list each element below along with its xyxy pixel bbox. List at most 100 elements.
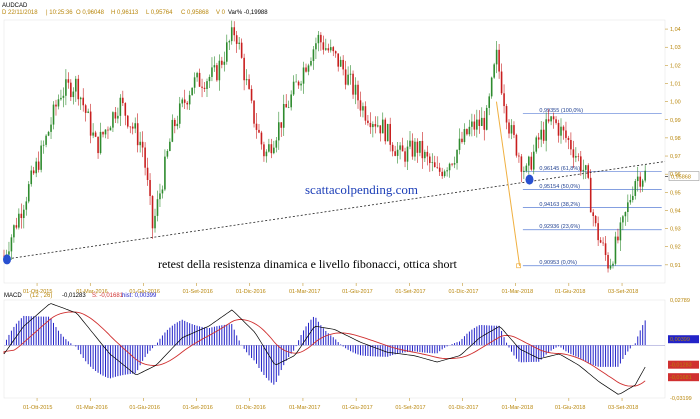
candle-body bbox=[498, 49, 500, 72]
candle-body bbox=[226, 42, 228, 62]
macd-params: (12 , 26) bbox=[30, 293, 52, 299]
candle-body bbox=[436, 167, 439, 168]
candle-body bbox=[381, 119, 384, 134]
candle-body bbox=[480, 117, 483, 126]
macd-x-tick-label: 01-Mar-2017 bbox=[289, 405, 321, 411]
fib-swing-line bbox=[495, 101, 521, 266]
fib-label: 0,92936 (23,6%) bbox=[539, 224, 580, 230]
macd-line bbox=[3, 303, 646, 395]
candle-body bbox=[146, 167, 149, 180]
candle-body bbox=[277, 122, 280, 141]
swing-anchor bbox=[516, 263, 521, 269]
y-tick-label: 1,00 bbox=[670, 100, 681, 106]
macd-x-tick-label: 01-Giu-2018 bbox=[555, 405, 586, 411]
candle-body bbox=[627, 202, 629, 213]
candle-body bbox=[332, 47, 335, 52]
candle-body bbox=[384, 119, 387, 142]
candle-body bbox=[47, 131, 50, 136]
macd-pane bbox=[3, 299, 666, 399]
y-tick-label: 0,92 bbox=[670, 245, 681, 251]
y-tick-label: 1,04 bbox=[670, 27, 681, 33]
candle-body bbox=[641, 180, 644, 187]
candle-body bbox=[347, 74, 349, 85]
fib-label: 0,96145 (61,8%) bbox=[539, 166, 580, 172]
candle-body bbox=[216, 65, 218, 81]
price-axis: 1,04 1,03 1,02 1,01 1,00 0,99 0,98 0,97 0,96 0,95… bbox=[665, 27, 681, 269]
candle-body bbox=[518, 155, 520, 157]
candle-body bbox=[159, 193, 161, 200]
candle-body bbox=[414, 141, 416, 157]
candle-body bbox=[466, 129, 468, 135]
candle-body bbox=[275, 140, 278, 148]
candle-body bbox=[40, 145, 42, 170]
macd-x-tick-label: 01-Giu-2016 bbox=[129, 405, 160, 411]
candle-body bbox=[32, 170, 35, 174]
fibonacci-levels: 0,99355 (100,0%) 0,96145 (61,8%) 0,95154 (… bbox=[522, 108, 662, 266]
candle-body bbox=[614, 236, 617, 264]
y-tick-label: 0,99 bbox=[670, 118, 681, 124]
macd-x-tick-label: 01-Ott-2015 bbox=[23, 405, 52, 411]
candle-body bbox=[104, 129, 107, 135]
candle-body bbox=[446, 170, 448, 172]
candle-body bbox=[206, 81, 208, 89]
candle-body bbox=[609, 265, 612, 269]
macd-value-box bbox=[668, 373, 699, 382]
x-tick-label: 01-Dic-2016 bbox=[236, 289, 266, 295]
candle-body bbox=[337, 53, 340, 67]
signal-line bbox=[3, 311, 646, 387]
candle-body bbox=[523, 170, 525, 172]
candle-body bbox=[255, 123, 258, 130]
candle-body bbox=[545, 119, 547, 141]
x-tick-label: 01-Set-2016 bbox=[183, 289, 213, 295]
candle-body bbox=[342, 59, 344, 70]
candle-body bbox=[174, 119, 176, 127]
candle-body bbox=[339, 59, 342, 67]
candle-body bbox=[287, 107, 290, 108]
candle-body bbox=[149, 179, 151, 196]
candle-body bbox=[592, 212, 594, 216]
candle-body bbox=[315, 43, 317, 50]
macd-y-label: -0,01283 bbox=[670, 363, 692, 369]
candle-body bbox=[186, 102, 188, 105]
x-tick-label: 01-Giu-2016 bbox=[129, 289, 160, 295]
candle-body bbox=[89, 111, 92, 136]
candle-body bbox=[327, 48, 330, 51]
y-tick-label: 0,96 bbox=[670, 172, 681, 178]
macd-x-tick-label: 01-Mar-2018 bbox=[502, 405, 533, 411]
watermark-text: scattacolpending.com bbox=[305, 182, 418, 197]
candle-body bbox=[131, 126, 134, 129]
candle-body bbox=[500, 71, 503, 94]
candle-body bbox=[490, 77, 493, 97]
candle-body bbox=[597, 223, 599, 241]
x-tick-label: 01-Dic-2017 bbox=[448, 289, 478, 295]
candle-body bbox=[493, 64, 495, 78]
candle-body bbox=[109, 127, 112, 131]
candle-body bbox=[52, 104, 55, 125]
candle-body bbox=[364, 106, 367, 121]
candle-body bbox=[119, 97, 122, 116]
candle-body bbox=[555, 119, 557, 123]
candle-body bbox=[572, 149, 575, 158]
macd-x-tick-label: 01-Dic-2016 bbox=[236, 405, 266, 411]
candle-body bbox=[141, 141, 144, 148]
macd-y-label: -0,03199 bbox=[670, 396, 692, 402]
candle-body bbox=[213, 65, 216, 68]
candle-body bbox=[297, 81, 300, 86]
candle-body bbox=[471, 121, 473, 127]
candle-body bbox=[404, 151, 406, 162]
candle-body bbox=[312, 49, 315, 61]
candle-body bbox=[60, 97, 62, 100]
quote-part: D 22/11/2018 bbox=[2, 10, 38, 16]
candle-body bbox=[461, 138, 463, 143]
candle-body bbox=[166, 150, 169, 157]
candle-body bbox=[520, 156, 523, 172]
candle-body bbox=[62, 95, 65, 98]
candle-body bbox=[238, 42, 240, 44]
candle-body bbox=[188, 95, 191, 105]
candle-body bbox=[426, 151, 429, 157]
y-tick-label: 1,01 bbox=[670, 81, 681, 87]
candle-body bbox=[50, 124, 52, 132]
candle-body bbox=[577, 156, 580, 157]
candle-body bbox=[77, 78, 80, 100]
candle-body bbox=[15, 225, 18, 228]
